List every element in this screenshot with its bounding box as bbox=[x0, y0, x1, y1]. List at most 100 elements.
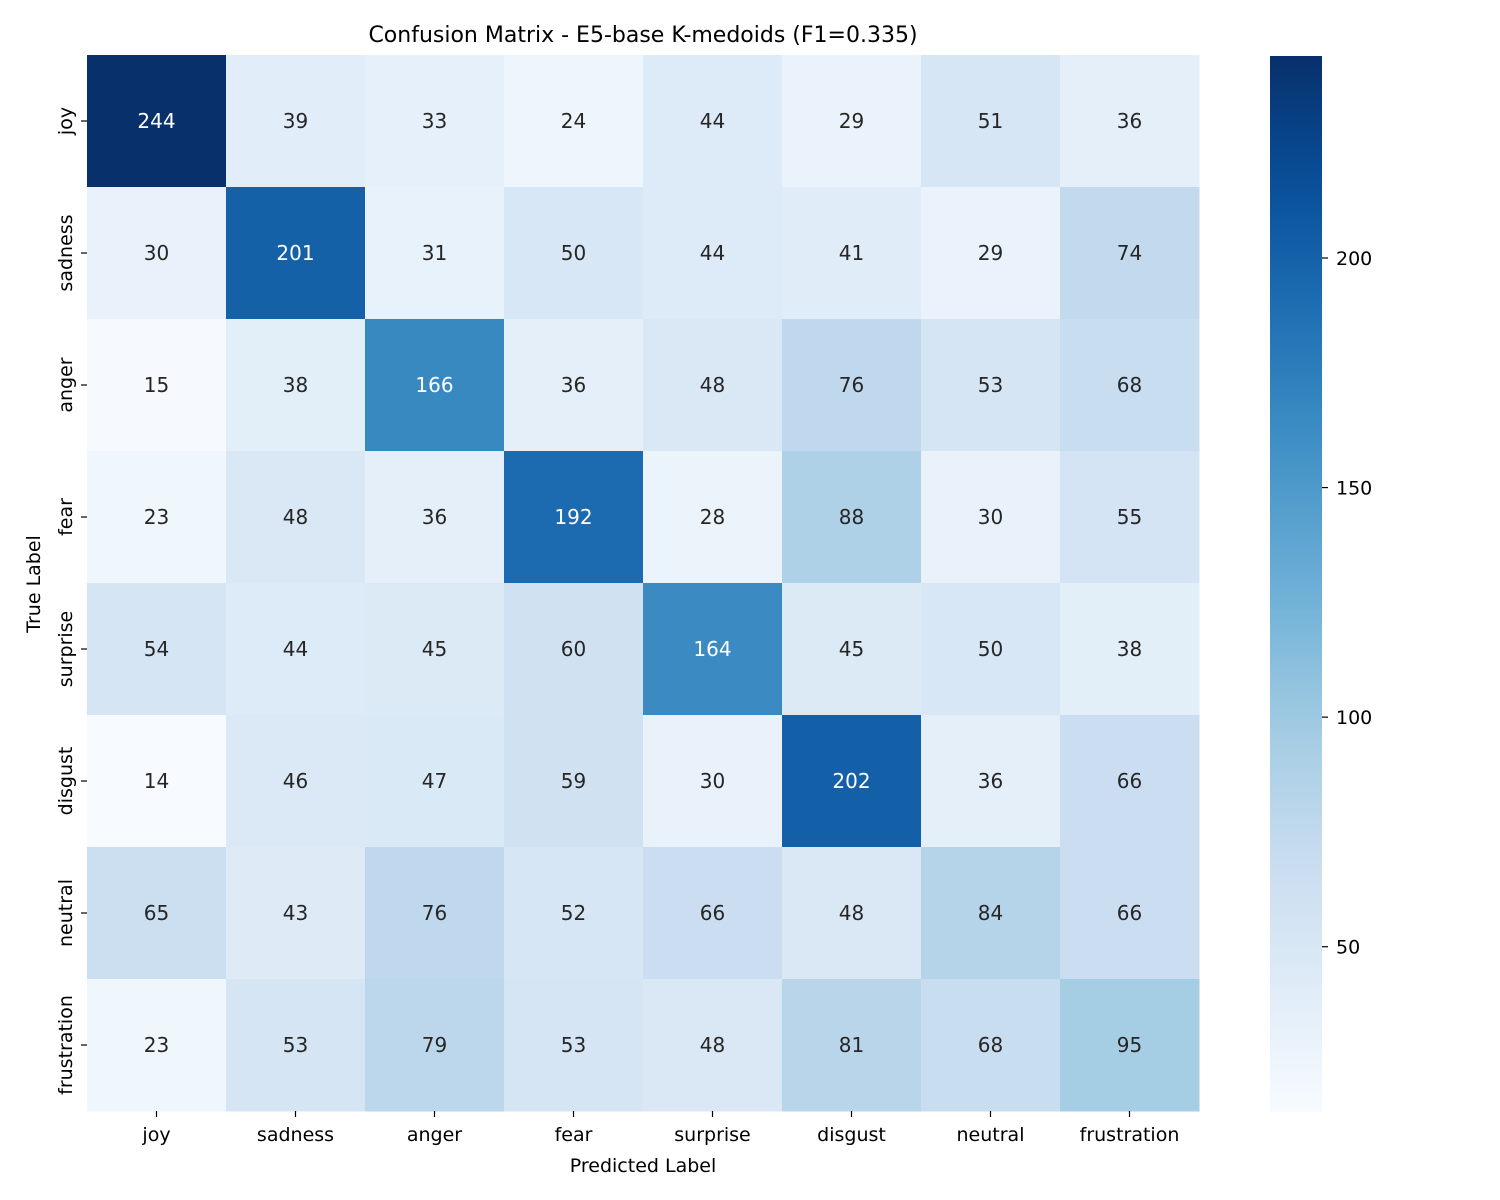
chart-title: Confusion Matrix - E5-base K-medoids (F1… bbox=[368, 23, 917, 48]
heatmap-cell bbox=[87, 583, 227, 716]
heatmap-cell bbox=[782, 715, 922, 848]
cell-value-label: 60 bbox=[561, 637, 586, 661]
cell-value-label: 48 bbox=[700, 373, 725, 397]
heatmap-cell bbox=[1060, 55, 1200, 188]
heatmap-cell bbox=[782, 979, 922, 1112]
cell-value-label: 76 bbox=[839, 373, 864, 397]
heatmap-cell bbox=[87, 319, 227, 452]
cell-value-label: 66 bbox=[1117, 901, 1142, 925]
heatmap-cell bbox=[87, 451, 227, 584]
heatmap-cell bbox=[226, 187, 366, 320]
heatmap-cell bbox=[87, 187, 227, 320]
cell-value-label: 36 bbox=[561, 373, 586, 397]
heatmap-cell bbox=[782, 847, 922, 980]
heatmap-cell bbox=[782, 583, 922, 716]
cell-value-label: 192 bbox=[554, 505, 592, 529]
x-axis-label: Predicted Label bbox=[570, 1155, 717, 1177]
cell-value-label: 76 bbox=[422, 901, 447, 925]
y-axis-ticks: joy sadness anger fear surprise disgust neutra… bbox=[55, 107, 87, 1095]
cell-value-label: 53 bbox=[561, 1033, 586, 1057]
heatmap-cell bbox=[643, 715, 783, 848]
heatmap-cell bbox=[226, 583, 366, 716]
heatmap-cell bbox=[1060, 847, 1200, 980]
heatmap-cell bbox=[365, 715, 505, 848]
heatmap-cell bbox=[226, 847, 366, 980]
heatmap-cell bbox=[643, 583, 783, 716]
heatmap-cell bbox=[643, 847, 783, 980]
heatmap-cell bbox=[504, 319, 644, 452]
heatmap-cell bbox=[643, 55, 783, 188]
x-tick-label: neutral bbox=[957, 1124, 1025, 1146]
x-tick-label: sadness bbox=[257, 1124, 334, 1146]
x-tick-label: surprise bbox=[674, 1124, 751, 1146]
y-tick-label: surprise bbox=[55, 611, 77, 688]
cell-value-label: 52 bbox=[561, 901, 586, 925]
cell-value-label: 38 bbox=[283, 373, 308, 397]
heatmap-cell bbox=[643, 319, 783, 452]
heatmap-cell bbox=[87, 55, 227, 188]
cell-value-label: 44 bbox=[283, 637, 308, 661]
cell-value-label: 14 bbox=[144, 769, 169, 793]
heatmap-cell bbox=[643, 451, 783, 584]
y-tick-label: sadness bbox=[55, 214, 77, 291]
cell-value-label: 48 bbox=[700, 1033, 725, 1057]
heatmap-cell bbox=[921, 55, 1061, 188]
cell-value-label: 39 bbox=[283, 109, 308, 133]
heatmap-cell bbox=[921, 847, 1061, 980]
heatmap-cell bbox=[504, 979, 644, 1112]
heatmap-cell bbox=[226, 979, 366, 1112]
heatmap-cell bbox=[921, 979, 1061, 1112]
heatmap-cell bbox=[1060, 583, 1200, 716]
cell-value-label: 201 bbox=[276, 241, 314, 265]
cell-value-label: 36 bbox=[1117, 109, 1142, 133]
cell-value-label: 54 bbox=[144, 637, 169, 661]
heatmap-cell bbox=[504, 451, 644, 584]
cell-value-label: 36 bbox=[422, 505, 447, 529]
cell-value-label: 244 bbox=[137, 109, 175, 133]
heatmap-cell bbox=[1060, 319, 1200, 452]
cell-value-label: 30 bbox=[144, 241, 169, 265]
heatmap-cell bbox=[921, 715, 1061, 848]
cell-value-label: 44 bbox=[700, 109, 725, 133]
heatmap-cell bbox=[921, 187, 1061, 320]
cell-value-label: 51 bbox=[978, 109, 1003, 133]
colorbar-tick-label: 100 bbox=[1336, 707, 1372, 729]
heatmap-cells: 244 39 33 24 44 29 51 36 30 201 31 50 44 41 29 74 15 38 16… bbox=[87, 55, 1200, 1112]
cell-value-label: 41 bbox=[839, 241, 864, 265]
heatmap-cell bbox=[782, 187, 922, 320]
cell-value-label: 66 bbox=[1117, 769, 1142, 793]
x-tick-label: anger bbox=[407, 1124, 462, 1146]
cell-value-label: 66 bbox=[700, 901, 725, 925]
heatmap-cell bbox=[504, 583, 644, 716]
heatmap-cell bbox=[365, 847, 505, 980]
cell-value-label: 50 bbox=[978, 637, 1003, 661]
colorbar-tick-label: 50 bbox=[1336, 937, 1360, 959]
heatmap-cell bbox=[365, 583, 505, 716]
heatmap-cell bbox=[921, 583, 1061, 716]
colorbar bbox=[1270, 56, 1322, 1112]
heatmap-cell bbox=[365, 979, 505, 1112]
cell-value-label: 53 bbox=[978, 373, 1003, 397]
cell-value-label: 59 bbox=[561, 769, 586, 793]
cell-value-label: 164 bbox=[693, 637, 731, 661]
cell-value-label: 50 bbox=[561, 241, 586, 265]
cell-value-label: 202 bbox=[832, 769, 870, 793]
colorbar-tick-label: 150 bbox=[1336, 478, 1372, 500]
heatmap-cell bbox=[87, 979, 227, 1112]
cell-value-label: 36 bbox=[978, 769, 1003, 793]
colorbar-tick-label: 200 bbox=[1336, 248, 1372, 270]
cell-value-label: 15 bbox=[144, 373, 169, 397]
y-tick-label: fear bbox=[55, 498, 77, 536]
heatmap-cell bbox=[226, 715, 366, 848]
heatmap-cell bbox=[87, 715, 227, 848]
cell-value-label: 23 bbox=[144, 1033, 169, 1057]
cell-value-label: 29 bbox=[839, 109, 864, 133]
cell-value-label: 29 bbox=[978, 241, 1003, 265]
cell-value-label: 44 bbox=[700, 241, 725, 265]
heatmap-cell bbox=[1060, 451, 1200, 584]
x-tick-label: fear bbox=[555, 1124, 593, 1146]
cell-value-label: 45 bbox=[422, 637, 447, 661]
y-tick-label: joy bbox=[55, 107, 77, 136]
cell-value-label: 45 bbox=[839, 637, 864, 661]
